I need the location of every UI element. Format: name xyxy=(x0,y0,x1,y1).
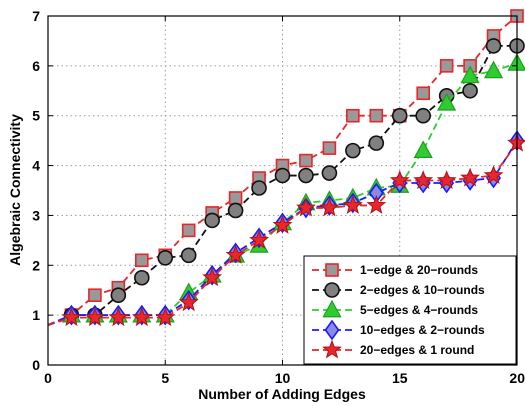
x-tick-label: 15 xyxy=(392,370,408,386)
data-point-circle xyxy=(345,142,361,159)
x-tick-label: 20 xyxy=(509,370,525,386)
data-point-square xyxy=(346,108,360,123)
data-point-square xyxy=(322,141,337,155)
data-point-star xyxy=(319,197,340,217)
data-point-circle xyxy=(110,287,127,304)
data-point-star xyxy=(202,267,223,287)
data-point-star xyxy=(389,170,410,189)
series-1 xyxy=(47,9,524,326)
data-point-circle xyxy=(415,107,432,124)
legend-label: 1−edge & 20−rounds xyxy=(360,263,478,277)
y-tick-label: 6 xyxy=(32,58,40,74)
data-point-square xyxy=(299,153,313,168)
legend-item: 5−edges & 4−rounds xyxy=(312,299,478,318)
data-point-star xyxy=(108,307,129,327)
legend-item: 10−edges & 2−rounds xyxy=(312,319,485,341)
x-tick-label: 5 xyxy=(161,370,169,386)
data-point-triangle xyxy=(322,299,342,318)
data-point-star xyxy=(249,229,269,249)
data-point-square xyxy=(369,108,384,123)
data-point-circle xyxy=(485,38,502,54)
data-point-square xyxy=(325,263,339,277)
y-tick-label: 3 xyxy=(32,207,40,223)
data-point-star xyxy=(131,307,152,327)
data-point-star xyxy=(413,170,434,189)
y-tick-label: 7 xyxy=(32,8,40,24)
y-tick-label: 1 xyxy=(32,307,40,323)
data-point-circle xyxy=(180,247,197,264)
data-point-circle xyxy=(251,180,267,196)
data-point-circle xyxy=(227,202,244,219)
data-point-star xyxy=(61,307,82,327)
data-point-star xyxy=(460,167,481,187)
data-point-star xyxy=(436,170,457,189)
data-point-star xyxy=(366,195,387,214)
data-point-square xyxy=(439,59,454,73)
data-point-circle xyxy=(204,212,220,229)
data-point-star xyxy=(483,165,504,184)
data-point-circle xyxy=(368,135,385,151)
data-point-circle xyxy=(157,250,174,266)
y-tick-label: 2 xyxy=(32,257,40,273)
data-point-circle xyxy=(324,282,340,298)
data-point-circle xyxy=(391,107,408,124)
legend: 1−edge & 20−rounds 2−edges & 10−rounds 5−e… xyxy=(303,255,517,365)
x-axis-title: Number of Adding Edges xyxy=(198,386,366,402)
legend-label: 10−edges & 2−rounds xyxy=(360,323,485,337)
y-tick-label: 4 xyxy=(32,158,40,174)
data-point-triangle xyxy=(437,92,457,111)
data-point-star xyxy=(84,307,105,327)
data-point-triangle xyxy=(483,60,504,79)
legend-item: 2−edges & 10−rounds xyxy=(312,282,485,298)
legend-item: 20−edges & 1 round xyxy=(312,339,474,359)
legend-item: 1−edge & 20−rounds xyxy=(312,263,478,277)
data-point-star xyxy=(342,195,363,214)
data-point-star xyxy=(155,307,176,327)
legend-label: 20−edges & 1 round xyxy=(360,343,474,357)
data-point-square xyxy=(416,86,431,101)
ticks: 0 5 10 15 20 0 1 2 3 4 5 6 7 xyxy=(32,8,525,386)
data-point-circle xyxy=(134,269,150,286)
legend-label: 5−edges & 4−rounds xyxy=(360,303,478,317)
y-tick-label: 5 xyxy=(32,108,40,124)
data-point-star xyxy=(296,197,316,217)
data-point-circle xyxy=(274,167,291,184)
data-point-square xyxy=(181,223,196,238)
data-point-square xyxy=(88,288,102,303)
data-point-triangle xyxy=(460,65,480,84)
data-point-square xyxy=(228,191,243,205)
data-point-circle xyxy=(462,82,478,99)
data-point-star xyxy=(322,339,342,359)
y-axis-title: Algebraic Connectivity xyxy=(7,114,23,266)
x-tick-label: 10 xyxy=(275,370,291,386)
data-point-star xyxy=(178,292,199,312)
data-point-circle xyxy=(298,167,314,184)
data-point-circle xyxy=(321,165,338,181)
y-tick-label: 0 xyxy=(32,357,40,373)
data-point-triangle xyxy=(413,140,433,158)
data-point-star xyxy=(225,244,246,264)
data-point-diamond xyxy=(324,319,340,341)
legend-label: 2−edges & 10−rounds xyxy=(360,283,485,297)
x-tick-label: 0 xyxy=(44,370,52,386)
data-point-square xyxy=(135,253,149,268)
data-point-star xyxy=(272,214,293,234)
